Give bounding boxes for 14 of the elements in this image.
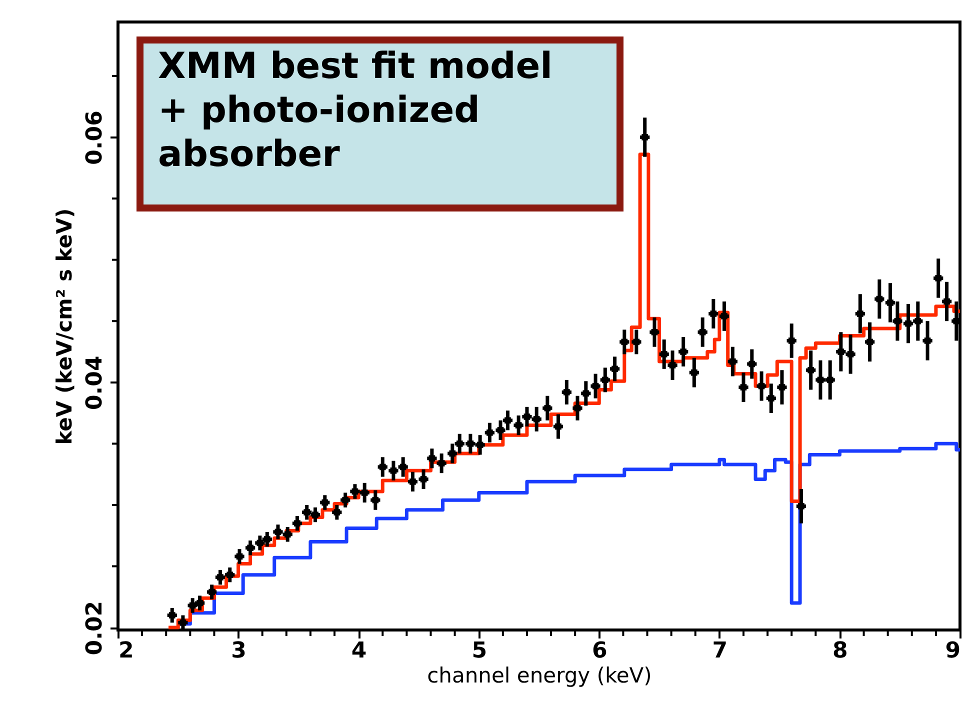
- x-tick-label: 5: [472, 638, 488, 664]
- y-tick-label: 0.02: [82, 600, 108, 656]
- x-tick-label: 4: [351, 638, 367, 664]
- x-tick-label: 3: [231, 638, 246, 664]
- y-axis-title: keV (keV/cm² s keV): [52, 208, 76, 445]
- y-tick-label: 0.04: [82, 356, 108, 410]
- x-tick-label: 8: [832, 638, 848, 664]
- x-tick-label: 7: [712, 638, 728, 664]
- y-tick-label: 0.06: [82, 110, 108, 165]
- x-axis-title: channel energy (keV): [427, 664, 652, 688]
- x-tick-label: 6: [592, 638, 608, 664]
- annotation: XMM best fit model + photo-ionized absorber: [158, 46, 552, 175]
- x-tick-label: 2: [118, 638, 134, 664]
- x-tick-label: 9: [945, 638, 960, 664]
